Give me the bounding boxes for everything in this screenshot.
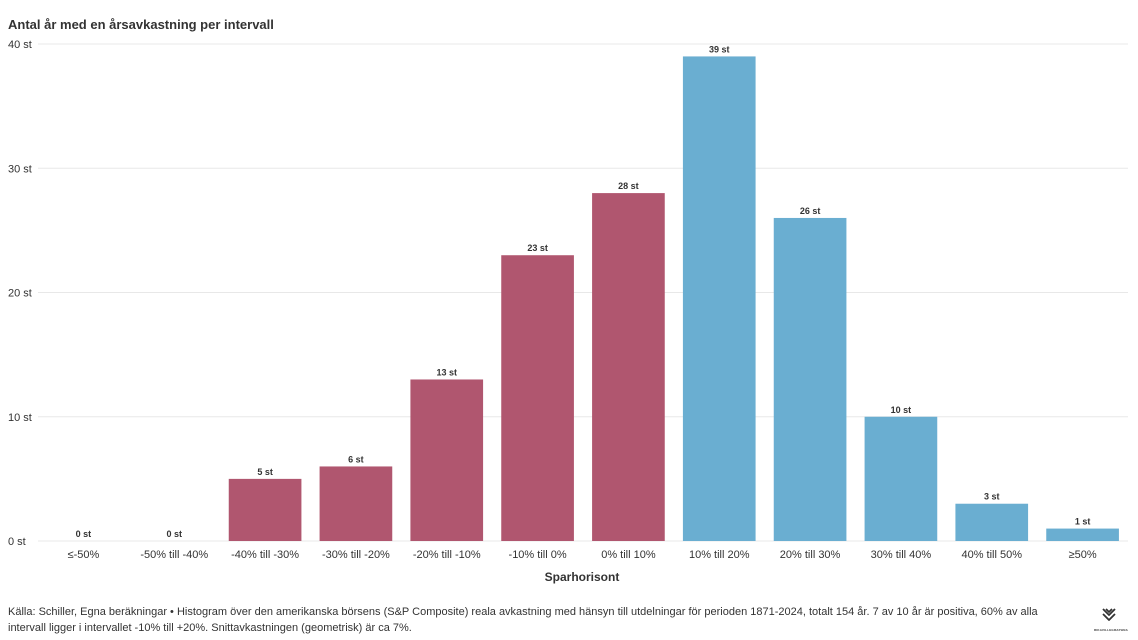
chart-title: Antal år med en årsavkastning per interv… bbox=[8, 17, 274, 32]
x-tick-label: 40% till 50% bbox=[961, 549, 1022, 561]
data-label: 13 st bbox=[436, 367, 457, 377]
gridlines bbox=[38, 43, 1128, 542]
y-tick-label: 0 st bbox=[8, 536, 26, 548]
x-axis-ticks: ≤-50% -50% till -40% -40% till -30% -30% ti… bbox=[68, 549, 1097, 561]
data-label: 0 st bbox=[76, 529, 92, 539]
data-label: 10 st bbox=[891, 405, 912, 415]
x-tick-label: ≥50% bbox=[1069, 549, 1097, 561]
data-labels: 0 st 0 st 5 st 6 st 13 st 23 st 28 st 39 st 26 s… bbox=[76, 44, 1091, 539]
data-label: 5 st bbox=[257, 467, 273, 477]
histogram-chart: 0 st 10 st 20 st 30 st 40 st 0 st 0 st 5 st 6 s… bbox=[8, 39, 1128, 584]
data-label: 26 st bbox=[800, 206, 821, 216]
x-tick-label: -40% till -30% bbox=[231, 549, 299, 561]
data-label: 28 st bbox=[618, 181, 639, 191]
y-tick-label: 30 st bbox=[8, 163, 32, 175]
x-tick-label: -20% till -10% bbox=[413, 549, 481, 561]
x-tick-label: 0% till 10% bbox=[601, 549, 656, 561]
y-axis-ticks: 0 st 10 st 20 st 30 st 40 st bbox=[8, 39, 32, 548]
x-tick-label: 30% till 40% bbox=[871, 549, 932, 561]
x-tick-label: -50% till -40% bbox=[140, 549, 208, 561]
bar[interactable] bbox=[682, 56, 756, 542]
bar[interactable] bbox=[1046, 528, 1119, 541]
x-axis-title: Sparhorisont bbox=[545, 570, 620, 584]
x-tick-label: -30% till -20% bbox=[322, 549, 390, 561]
brand-mark-icon bbox=[1102, 608, 1116, 621]
x-tick-label: 20% till 30% bbox=[780, 549, 841, 561]
bar[interactable] bbox=[955, 503, 1029, 541]
x-tick-label: ≤-50% bbox=[68, 549, 100, 561]
bar[interactable] bbox=[501, 255, 574, 541]
bar[interactable] bbox=[773, 217, 847, 541]
y-tick-label: 10 st bbox=[8, 412, 32, 424]
source-note: Källa: Schiller, Egna beräkningar • Hist… bbox=[8, 606, 1038, 634]
y-tick-label: 40 st bbox=[8, 39, 32, 51]
x-tick-label: 10% till 20% bbox=[689, 549, 750, 561]
bar[interactable] bbox=[228, 478, 302, 541]
brand-logo[interactable]: RIKAVILLEGRAPHNA bbox=[1094, 605, 1128, 632]
data-label: 39 st bbox=[709, 44, 730, 54]
x-tick-label: -10% till 0% bbox=[509, 549, 567, 561]
bar[interactable] bbox=[864, 416, 938, 541]
brand-logo-text: RIKAVILLEGRAPHNA bbox=[1094, 628, 1128, 632]
data-label: 0 st bbox=[166, 529, 182, 539]
data-label: 23 st bbox=[527, 243, 548, 253]
y-tick-label: 20 st bbox=[8, 288, 32, 300]
bar[interactable] bbox=[592, 193, 665, 541]
bar[interactable] bbox=[319, 466, 393, 541]
data-label: 6 st bbox=[348, 454, 364, 464]
data-label: 3 st bbox=[984, 492, 1000, 502]
bars bbox=[228, 56, 1119, 542]
data-label: 1 st bbox=[1075, 517, 1091, 527]
bar[interactable] bbox=[410, 379, 484, 541]
